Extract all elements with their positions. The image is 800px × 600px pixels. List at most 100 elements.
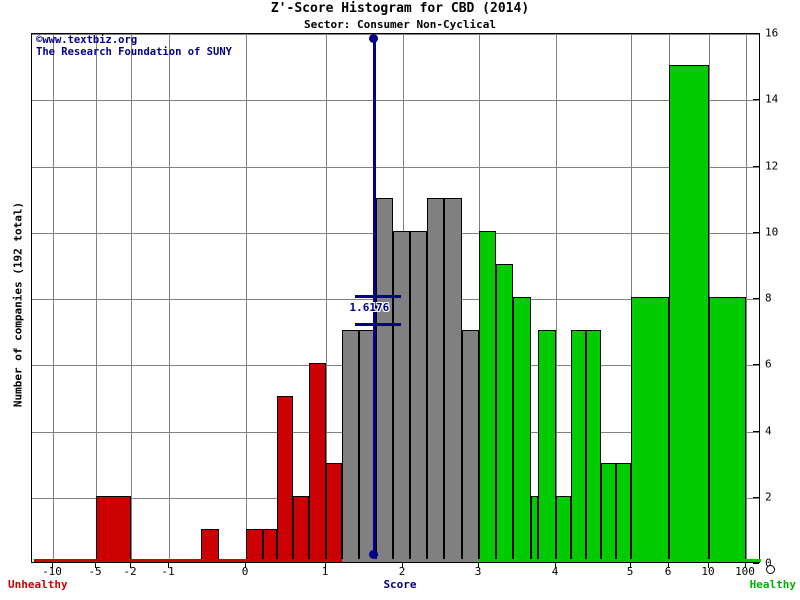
watermark-site: ©www.textbiz.org <box>36 34 138 46</box>
x-tick-mark <box>708 563 709 568</box>
y-tick-mark <box>753 298 759 299</box>
y-tick-mark <box>753 231 759 233</box>
y-tick-label: 10 <box>765 225 779 239</box>
histogram-bar <box>631 297 669 562</box>
x-tick-mark <box>95 563 96 568</box>
histogram-bar <box>246 528 263 562</box>
histogram-bar <box>293 495 309 562</box>
y-tick-mark <box>753 165 759 167</box>
histogram-bar <box>444 197 462 562</box>
gridline-horizontal <box>32 166 759 168</box>
y-tick-mark <box>753 563 759 564</box>
x-tick-label: 0 <box>241 565 249 578</box>
x-tick-mark <box>130 563 131 568</box>
histogram-bar <box>531 495 538 562</box>
x-tick-label: 6 <box>664 565 672 578</box>
marker-dot-bottom <box>369 550 379 559</box>
axis-end-circle <box>766 565 775 574</box>
y-tick-label: 16 <box>765 26 779 40</box>
histogram-bar <box>376 197 393 562</box>
histogram-bar <box>393 230 410 562</box>
unhealthy-annotation: Unhealthy <box>8 578 68 591</box>
baseline-strip <box>34 559 342 562</box>
marker-dot-top <box>369 34 379 43</box>
x-tick-mark <box>402 563 403 568</box>
histogram-bar <box>586 330 601 562</box>
gridline-vertical <box>746 34 747 562</box>
x-tick-mark <box>52 563 53 568</box>
x-tick-label: 1 <box>321 565 329 578</box>
watermark-org: The Research Foundation of SUNY <box>36 46 232 58</box>
x-tick-mark <box>245 563 246 568</box>
chart-subtitle: Sector: Consumer Non-Cyclical <box>303 18 497 31</box>
histogram-bar <box>309 363 326 562</box>
y-tick-label: 12 <box>765 159 779 172</box>
x-tick-mark <box>745 563 746 568</box>
healthy-annotation: Healthy <box>749 578 796 591</box>
gridline-vertical <box>131 34 132 562</box>
histogram-bar <box>326 462 342 562</box>
x-tick-label: -5 <box>88 565 102 578</box>
x-tick-label: -1 <box>161 565 175 578</box>
x-tick-mark <box>630 563 631 568</box>
histogram-bar <box>479 230 496 562</box>
histogram-bar <box>277 396 293 562</box>
histogram-bar <box>513 297 531 562</box>
histogram-bar <box>263 528 277 562</box>
histogram-bar <box>342 330 359 562</box>
x-tick-mark <box>555 563 556 568</box>
y-tick-mark <box>753 496 759 498</box>
histogram-bar <box>669 65 709 562</box>
gridline-horizontal <box>32 34 759 35</box>
x-tick-mark <box>668 563 669 568</box>
y-axis-label: Number of companies (192 total) <box>11 201 25 408</box>
gridline-vertical <box>556 34 557 562</box>
baseline-strip <box>479 559 761 562</box>
histogram-bar <box>462 330 479 562</box>
gridline-vertical <box>169 34 170 562</box>
histogram-bar <box>556 495 571 562</box>
y-tick-mark <box>753 33 759 34</box>
x-tick-mark <box>478 563 479 568</box>
x-tick-mark <box>325 563 326 568</box>
histogram-bar <box>96 495 131 562</box>
x-tick-label: 4 <box>551 565 559 578</box>
x-tick-label: 2 <box>398 565 406 578</box>
histogram-bar <box>496 263 513 562</box>
gridline-horizontal <box>32 100 759 102</box>
y-tick-mark <box>753 99 759 101</box>
x-tick-label: -10 <box>42 565 62 578</box>
x-axis-label: Score <box>383 578 417 591</box>
x-tick-label: 5 <box>626 565 634 578</box>
gridline-vertical <box>326 34 327 562</box>
y-tick-label: 4 <box>765 424 772 437</box>
histogram-bar <box>709 297 746 562</box>
histogram-bar <box>427 197 444 562</box>
histogram-bar <box>538 330 556 562</box>
y-tick-label: 6 <box>765 357 772 371</box>
gridline-vertical <box>96 34 97 562</box>
marker-value-label: 1.6176 <box>349 301 390 315</box>
baseline-strip <box>342 559 479 562</box>
marker-bracket-upper <box>354 295 401 299</box>
marker-bracket-lower <box>354 322 401 326</box>
histogram-bar <box>410 230 427 562</box>
x-tick-label: -2 <box>123 565 137 578</box>
x-tick-label: 3 <box>474 565 482 578</box>
gridline-vertical <box>53 34 54 562</box>
x-tick-label: 100 <box>735 565 755 578</box>
plot-area: 1.6176 <box>31 33 761 563</box>
page-title: Z'-Score Histogram for CBD (2014) <box>270 1 530 16</box>
y-tick-label: 2 <box>765 490 772 504</box>
x-tick-mark <box>168 563 169 568</box>
y-tick-mark <box>753 364 759 366</box>
histogram-bar <box>201 528 219 562</box>
histogram-bar <box>616 462 631 562</box>
y-tick-label: 14 <box>765 92 779 106</box>
x-tick-label: 10 <box>701 565 715 578</box>
histogram-bar <box>601 462 616 562</box>
y-tick-mark <box>753 430 759 432</box>
gridline-vertical <box>246 34 247 562</box>
y-tick-label: 0 <box>765 556 772 570</box>
